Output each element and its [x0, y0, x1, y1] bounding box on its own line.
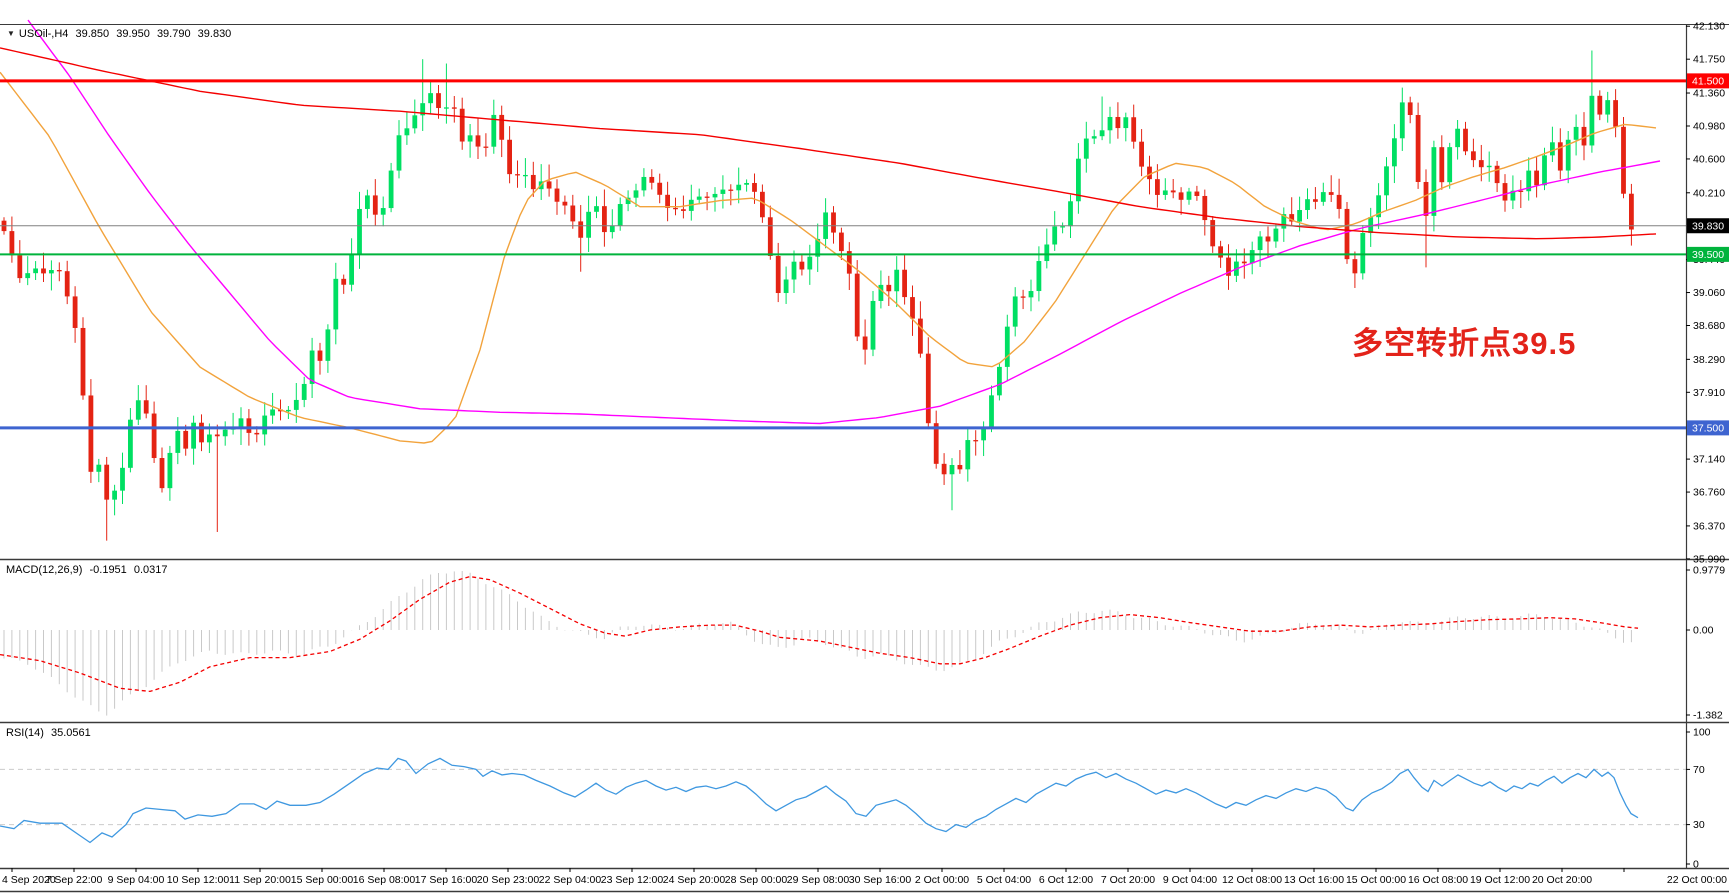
svg-text:11 Sep 20:00: 11 Sep 20:00 — [229, 874, 291, 886]
svg-text:70: 70 — [1693, 764, 1705, 776]
svg-text:28 Sep 00:00: 28 Sep 00:00 — [725, 874, 788, 886]
svg-text:22 Sep 04:00: 22 Sep 04:00 — [539, 874, 602, 886]
svg-text:37.910: 37.910 — [1693, 387, 1725, 399]
svg-text:19 Oct 12:00: 19 Oct 12:00 — [1470, 874, 1530, 886]
svg-text:41.500: 41.500 — [1692, 76, 1724, 88]
svg-text:40.980: 40.980 — [1693, 120, 1725, 132]
svg-text:0.00: 0.00 — [1693, 625, 1714, 637]
svg-text:7 Sep 22:00: 7 Sep 22:00 — [46, 874, 103, 886]
high-value: 39.950 — [116, 28, 150, 40]
svg-text:24 Sep 20:00: 24 Sep 20:00 — [663, 874, 726, 886]
svg-text:39.060: 39.060 — [1693, 287, 1725, 299]
svg-text:36.370: 36.370 — [1693, 520, 1725, 532]
rsi-label: RSI(14) 35.0561 — [6, 727, 91, 739]
close-value: 39.830 — [197, 28, 232, 40]
svg-text:-1.382: -1.382 — [1693, 710, 1723, 722]
collapse-icon[interactable]: ▼ — [7, 29, 15, 38]
svg-text:7 Oct 20:00: 7 Oct 20:00 — [1101, 874, 1155, 886]
low-value: 39.790 — [156, 28, 191, 40]
svg-text:5 Oct 04:00: 5 Oct 04:00 — [977, 874, 1031, 886]
svg-text:29 Sep 08:00: 29 Sep 08:00 — [787, 874, 850, 886]
svg-text:42.130: 42.130 — [1693, 21, 1725, 33]
svg-text:2 Oct 00:00: 2 Oct 00:00 — [915, 874, 969, 886]
chart-header: ▼ USOil-,H4 39.850 39.950 39.790 39.830 — [7, 28, 235, 40]
macd-signal-value: 0.0317 — [133, 564, 168, 576]
svg-text:15 Sep 00:00: 15 Sep 00:00 — [291, 874, 354, 886]
svg-text:30 Sep 16:00: 30 Sep 16:00 — [849, 874, 912, 886]
svg-text:36.760: 36.760 — [1693, 487, 1725, 499]
svg-text:100: 100 — [1693, 727, 1711, 739]
svg-text:37.140: 37.140 — [1693, 454, 1725, 466]
svg-text:16 Sep 08:00: 16 Sep 08:00 — [353, 874, 416, 886]
svg-text:9 Sep 04:00: 9 Sep 04:00 — [108, 874, 165, 886]
svg-text:17 Sep 16:00: 17 Sep 16:00 — [415, 874, 478, 886]
svg-text:6 Oct 12:00: 6 Oct 12:00 — [1039, 874, 1093, 886]
svg-text:20 Sep 23:00: 20 Sep 23:00 — [477, 874, 540, 886]
svg-text:22 Oct 00:00: 22 Oct 00:00 — [1667, 874, 1727, 886]
svg-text:41.750: 41.750 — [1693, 54, 1725, 66]
macd-label: MACD(12,26,9) -0.1951 0.0317 — [6, 564, 168, 576]
macd-main-value: -0.1951 — [89, 564, 127, 576]
svg-text:38.290: 38.290 — [1693, 354, 1725, 366]
rsi-value: 35.0561 — [50, 727, 91, 739]
svg-text:38.680: 38.680 — [1693, 320, 1725, 332]
svg-text:13 Oct 16:00: 13 Oct 16:00 — [1284, 874, 1344, 886]
svg-text:0: 0 — [1693, 859, 1699, 871]
svg-text:37.500: 37.500 — [1692, 423, 1724, 435]
svg-text:40.210: 40.210 — [1693, 187, 1725, 199]
open-value: 39.850 — [75, 28, 110, 40]
svg-text:9 Oct 04:00: 9 Oct 04:00 — [1163, 874, 1217, 886]
symbol-period-label: USOil-,H4 — [18, 28, 69, 40]
svg-text:0.9779: 0.9779 — [1693, 565, 1725, 577]
svg-text:41.360: 41.360 — [1693, 88, 1725, 100]
svg-text:23 Sep 12:00: 23 Sep 12:00 — [601, 874, 664, 886]
svg-text:4 Sep 2020: 4 Sep 2020 — [2, 874, 56, 886]
chart-text-annotation[interactable]: 多空转折点39.5 — [1352, 326, 1577, 361]
svg-text:39.830: 39.830 — [1692, 221, 1724, 233]
svg-text:15 Oct 00:00: 15 Oct 00:00 — [1346, 874, 1406, 886]
svg-text:40.600: 40.600 — [1693, 153, 1725, 165]
svg-text:16 Oct 08:00: 16 Oct 08:00 — [1408, 874, 1468, 886]
svg-text:12 Oct 08:00: 12 Oct 08:00 — [1222, 874, 1282, 886]
svg-text:35.990: 35.990 — [1693, 553, 1725, 565]
svg-text:10 Sep 12:00: 10 Sep 12:00 — [167, 874, 230, 886]
svg-text:20 Oct 20:00: 20 Oct 20:00 — [1532, 874, 1592, 886]
svg-text:30: 30 — [1693, 819, 1705, 831]
svg-text:39.500: 39.500 — [1692, 249, 1724, 261]
